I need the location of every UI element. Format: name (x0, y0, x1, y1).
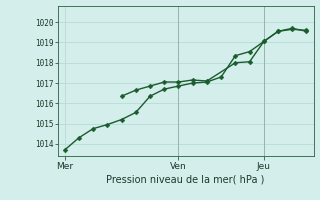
X-axis label: Pression niveau de la mer( hPa ): Pression niveau de la mer( hPa ) (107, 175, 265, 185)
